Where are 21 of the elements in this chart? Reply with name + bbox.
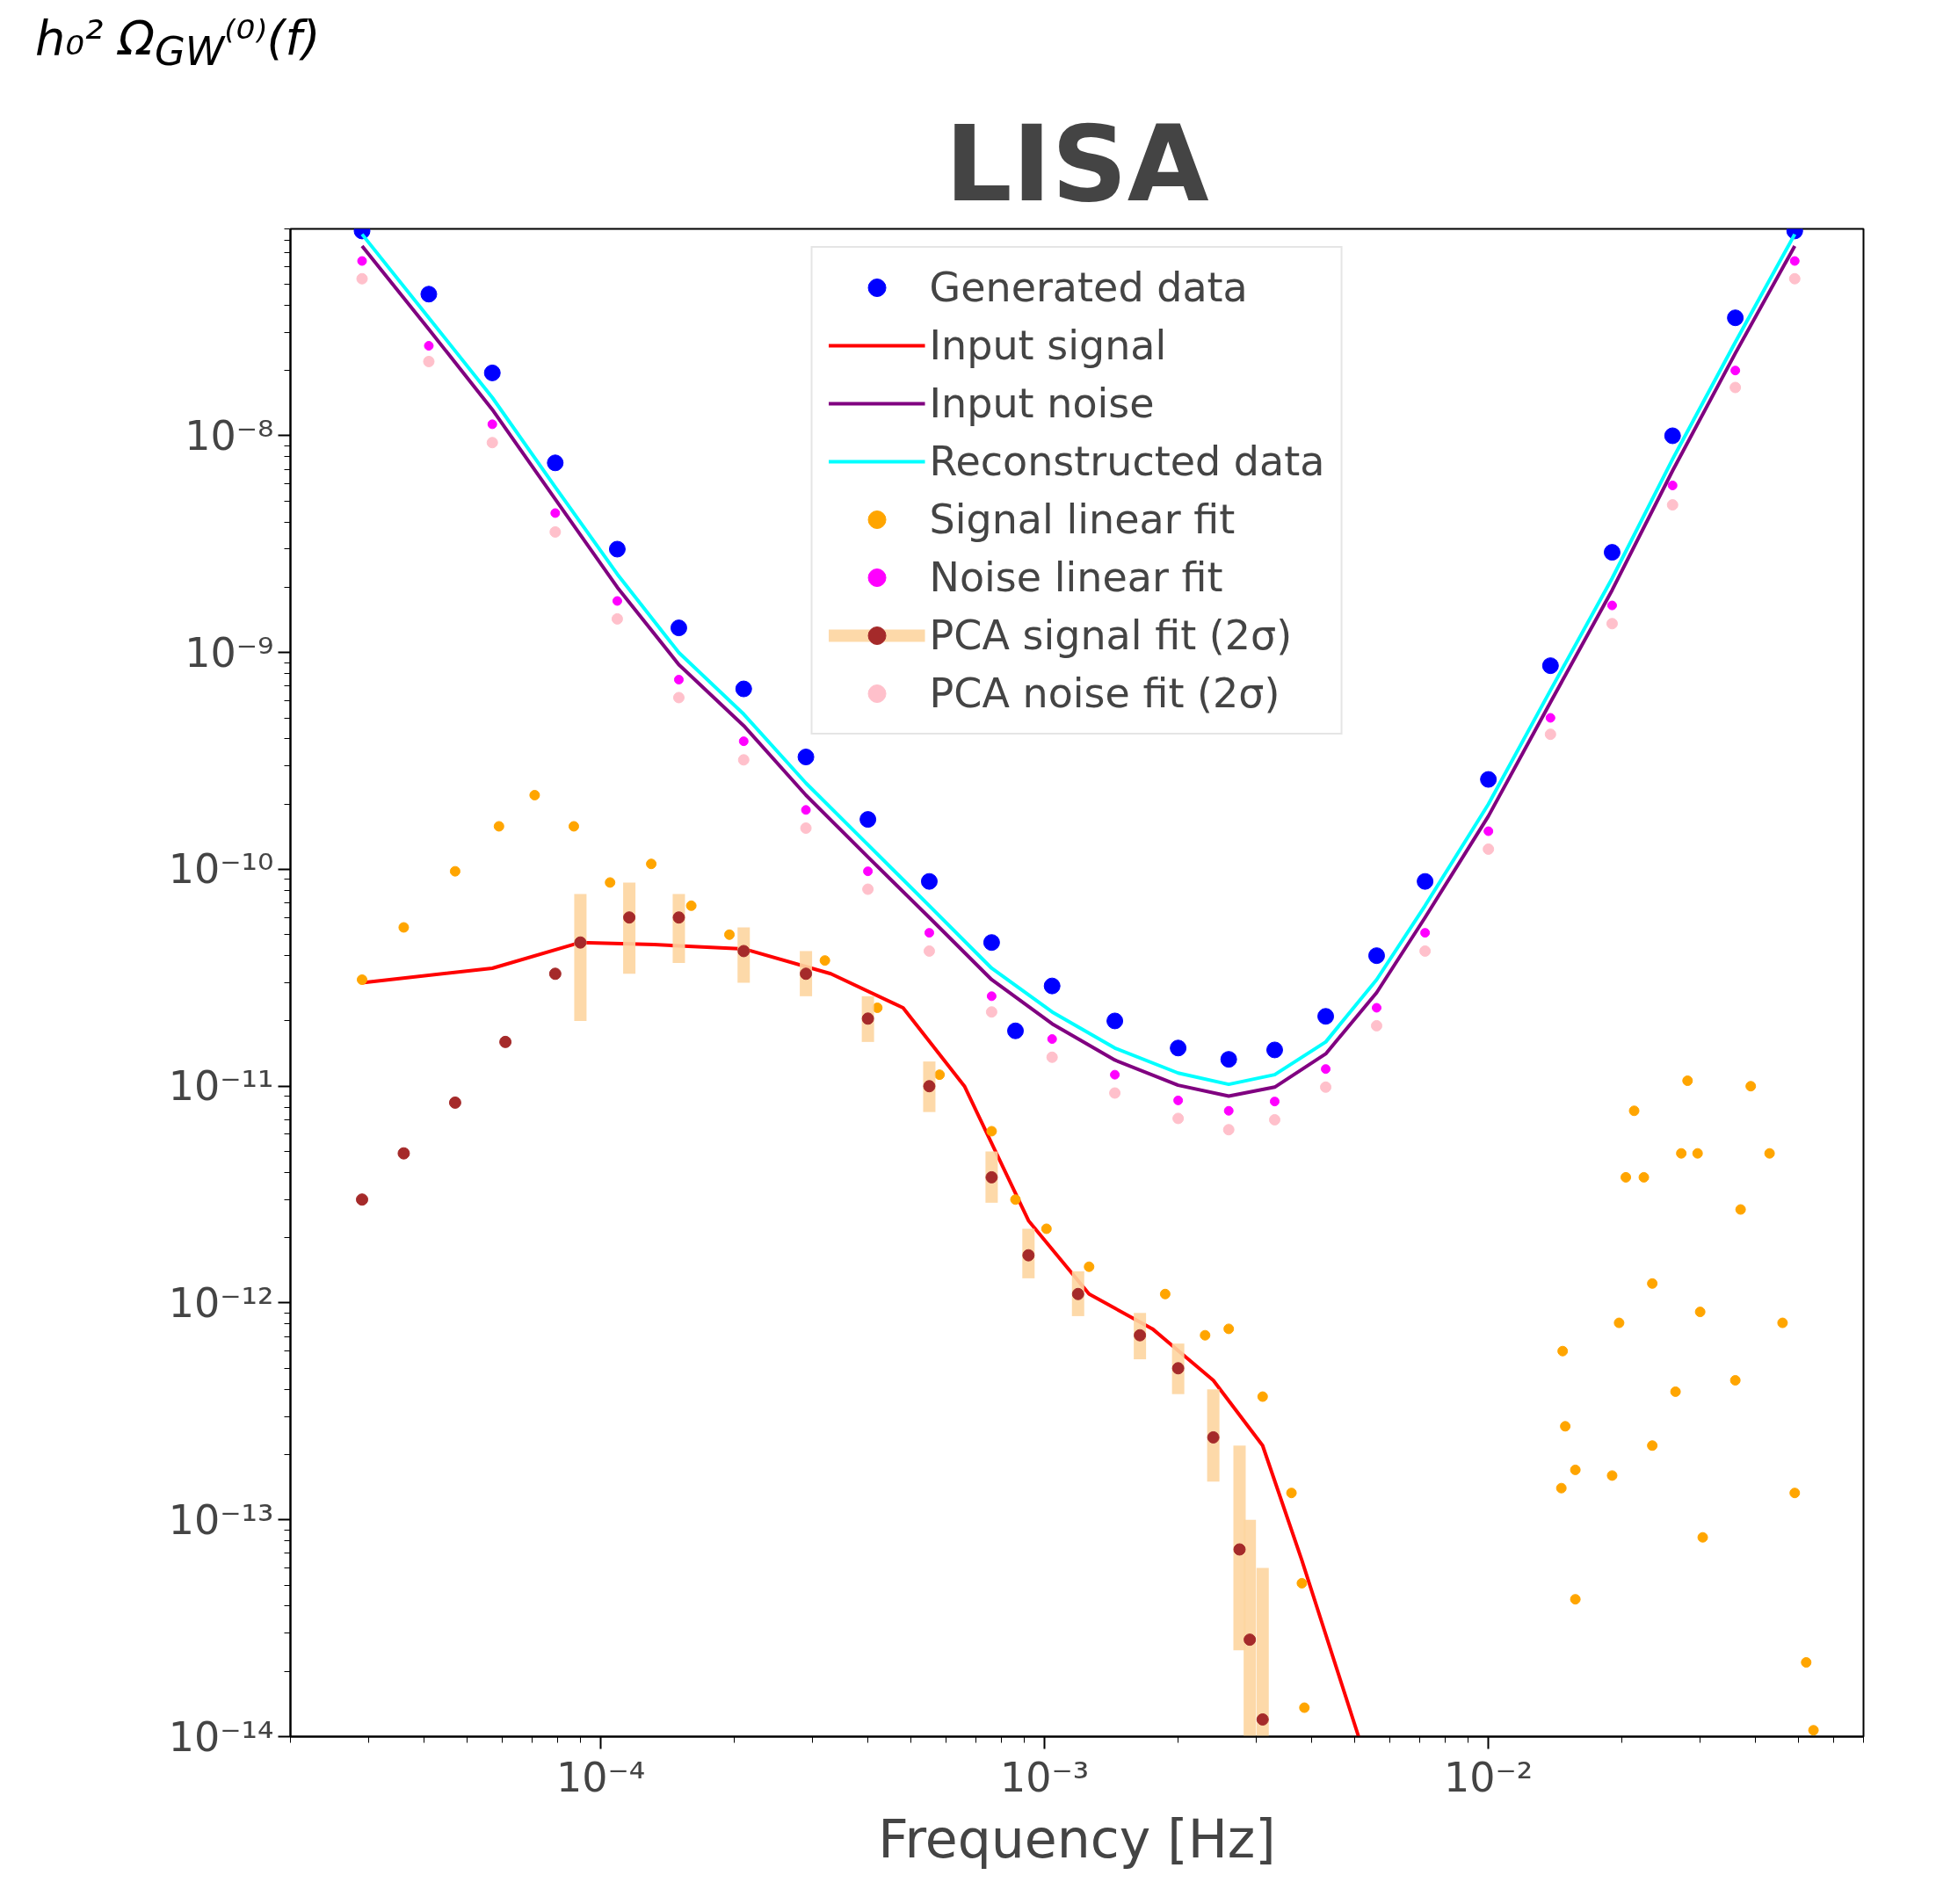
x-tick-label: 10⁻² [1444,1753,1534,1801]
y-axis-title: h₀² Ω$_{GW}$⁽⁰⁾(f) [35,10,321,76]
y-tick-label: 10⁻¹⁰ [168,845,274,894]
legend-label: Signal linear fit [929,496,1236,543]
legend-label: Input noise [929,380,1155,427]
legend-label: Reconstructed data [929,438,1325,485]
y-tick-label: 10⁻¹³ [168,1495,274,1544]
x-axis-title: Frequency [Hz] [878,1807,1276,1870]
legend-label: PCA signal fit (2σ) [929,612,1293,659]
y-tick-label: 10⁻¹¹ [168,1062,274,1111]
legend-label: Input signal [929,322,1167,369]
y-tick-label: 10⁻¹² [168,1278,274,1327]
x-tick-label: 10⁻⁴ [555,1753,646,1801]
legend-label: Noise linear fit [929,554,1223,601]
y-tick-label: 10⁻⁸ [185,411,274,460]
legend-label: PCA noise fit (2σ) [929,670,1280,717]
chart-title: LISA [945,102,1209,225]
legend-label: Generated data [929,264,1248,311]
x-tick-label: 10⁻³ [999,1753,1090,1801]
y-tick-label: 10⁻⁹ [185,628,274,677]
y-tick-label: 10⁻¹⁴ [168,1712,274,1761]
